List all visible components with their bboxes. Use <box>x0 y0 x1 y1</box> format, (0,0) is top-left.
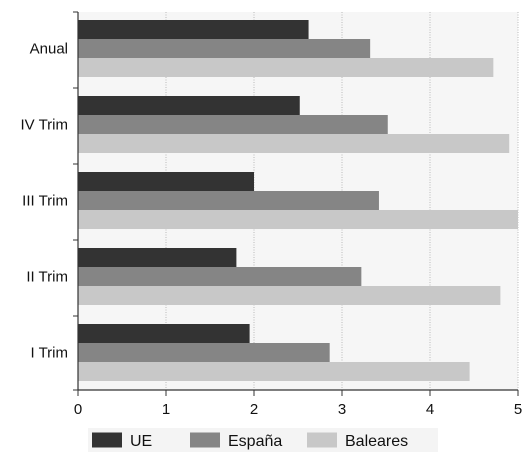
bar-baleares-1 <box>78 134 510 153</box>
bar-ue-4 <box>78 324 250 343</box>
legend-label: UE <box>130 433 152 450</box>
x-tick-label: 4 <box>426 401 434 418</box>
bar-espa-a-3 <box>78 267 362 286</box>
bar-baleares-3 <box>78 286 501 305</box>
bar-espa-a-4 <box>78 343 330 362</box>
bar-ue-1 <box>78 96 300 115</box>
legend-swatch <box>92 432 122 448</box>
legend: UE España Baleares <box>88 428 438 452</box>
category-label: I Trim <box>31 345 69 362</box>
x-tick-label: 5 <box>514 401 522 418</box>
legend-swatch <box>307 432 337 448</box>
bar-espa-a-2 <box>78 191 379 210</box>
bar-baleares-4 <box>78 362 470 381</box>
x-tick-labels: 0 1 2 3 4 5 <box>74 401 522 418</box>
legend-swatch <box>190 432 220 448</box>
legend-label: España <box>228 433 282 450</box>
category-label: II Trim <box>26 269 68 286</box>
x-tick-label: 2 <box>250 401 258 418</box>
category-labels: Anual IV Trim III Trim II Trim I Trim <box>21 41 69 362</box>
x-tick-label: 1 <box>162 401 170 418</box>
legend-background <box>88 428 438 452</box>
bar-baleares-0 <box>78 58 494 77</box>
bar-ue-2 <box>78 172 254 191</box>
x-tick-label: 3 <box>338 401 346 418</box>
bar-ue-0 <box>78 20 309 39</box>
bar-espa-a-0 <box>78 39 371 58</box>
bar-ue-3 <box>78 248 237 267</box>
category-label: III Trim <box>22 193 68 210</box>
legend-label: Baleares <box>345 433 408 450</box>
x-tick-label: 0 <box>74 401 82 418</box>
bars <box>78 20 518 381</box>
axes <box>73 11 519 396</box>
bar-baleares-2 <box>78 210 518 229</box>
category-label: IV Trim <box>21 117 69 134</box>
bar-espa-a-1 <box>78 115 388 134</box>
category-label: Anual <box>30 41 68 58</box>
